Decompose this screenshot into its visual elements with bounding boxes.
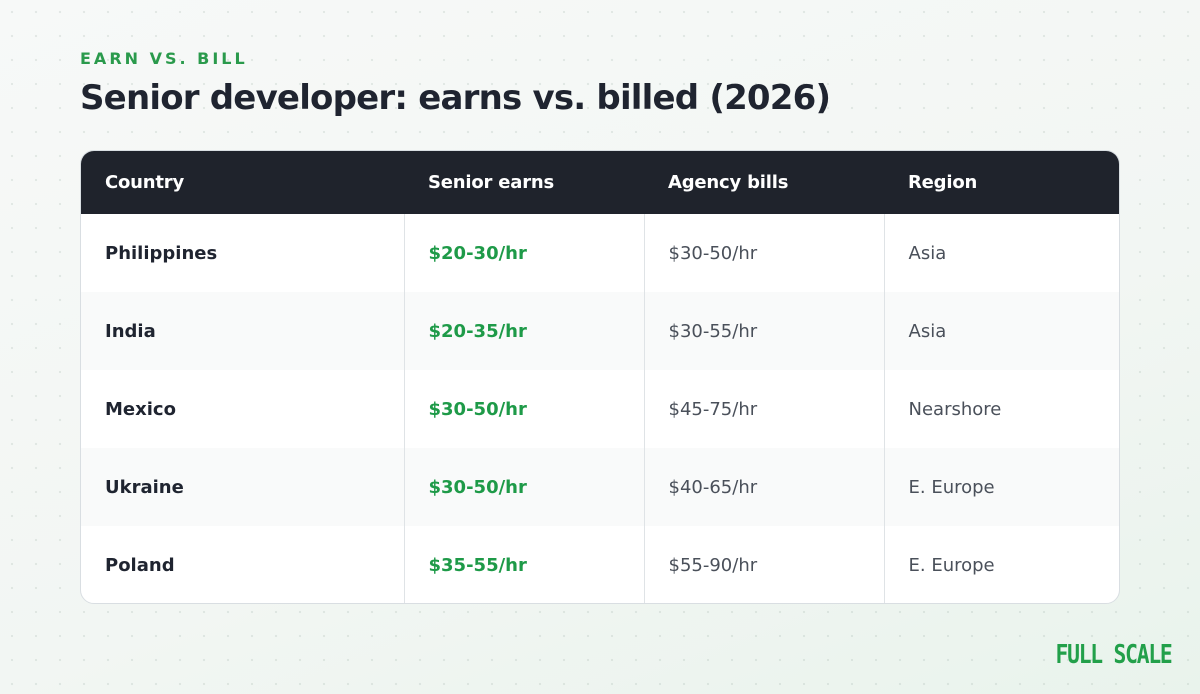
cell-agency-bills: $55-90/hr [643,526,884,603]
cell-region: E. Europe [883,448,1119,526]
cell-senior-earns: $20-30/hr [403,214,644,292]
cell-country: Philippines [105,242,218,264]
table-row: Philippines $20-30/hr $30-50/hr Asia [81,214,1119,292]
eyebrow-label: EARN VS. BILL [80,49,248,68]
cell-country: India [105,320,156,342]
cell-agency-bills: $30-55/hr [643,292,884,370]
table-row: Mexico $30-50/hr $45-75/hr Nearshore [81,370,1119,448]
cell-senior-earns: $30-50/hr [403,448,644,526]
cell-country: Mexico [105,398,176,420]
column-header-senior-earns: Senior earns [428,172,555,193]
column-header-agency-bills: Agency bills [668,172,789,193]
brand-logo: FULL SCALE [1055,640,1173,670]
cell-senior-earns: $20-35/hr [403,292,644,370]
cell-agency-bills: $45-75/hr [643,370,884,448]
cell-country: Ukraine [105,476,184,498]
table-header-row: Country Senior earns Agency bills Region [81,151,1119,214]
comparison-table: Country Senior earns Agency bills Region… [81,151,1119,603]
page-title: Senior developer: earns vs. billed (2026… [80,78,831,118]
table-row: Poland $35-55/hr $55-90/hr E. Europe [81,526,1119,603]
cell-region: E. Europe [883,526,1119,603]
cell-senior-earns: $30-50/hr [403,370,644,448]
column-header-country: Country [105,172,185,193]
cell-country: Poland [105,554,175,576]
table-row: India $20-35/hr $30-55/hr Asia [81,292,1119,370]
cell-agency-bills: $40-65/hr [643,448,884,526]
comparison-table-card: Country Senior earns Agency bills Region… [80,150,1120,604]
cell-senior-earns: $35-55/hr [403,526,644,603]
column-header-region: Region [908,172,978,193]
cell-region: Nearshore [883,370,1119,448]
cell-region: Asia [883,214,1119,292]
table-row: Ukraine $30-50/hr $40-65/hr E. Europe [81,448,1119,526]
cell-region: Asia [883,292,1119,370]
cell-agency-bills: $30-50/hr [643,214,884,292]
